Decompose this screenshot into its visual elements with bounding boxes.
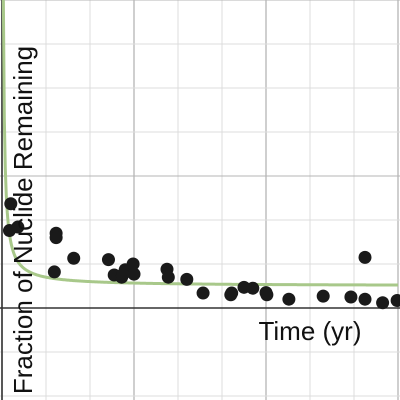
x-axis-label: Time (yr) bbox=[258, 316, 361, 346]
data-point bbox=[101, 253, 115, 267]
data-point bbox=[358, 250, 372, 264]
data-point bbox=[180, 272, 194, 286]
data-point bbox=[196, 286, 210, 300]
fit-curve-line bbox=[1, 0, 398, 287]
data-point bbox=[260, 288, 274, 302]
data-point bbox=[344, 290, 358, 304]
data-point bbox=[47, 265, 61, 279]
data-point bbox=[282, 292, 296, 306]
data-point bbox=[358, 292, 372, 306]
data-point bbox=[126, 257, 140, 271]
data-point bbox=[4, 197, 18, 211]
data-point bbox=[390, 294, 400, 308]
data-point bbox=[376, 296, 390, 310]
data-point bbox=[49, 231, 63, 245]
data-point bbox=[246, 281, 260, 295]
data-point bbox=[67, 251, 81, 265]
data-point bbox=[224, 288, 238, 302]
y-axis-label: Fraction of Nuclide Remaining bbox=[8, 46, 38, 394]
data-point bbox=[161, 270, 175, 284]
data-point bbox=[11, 220, 25, 234]
data-points bbox=[2, 197, 400, 310]
data-point bbox=[316, 289, 330, 303]
data-point bbox=[116, 268, 130, 282]
data-point bbox=[127, 267, 141, 281]
